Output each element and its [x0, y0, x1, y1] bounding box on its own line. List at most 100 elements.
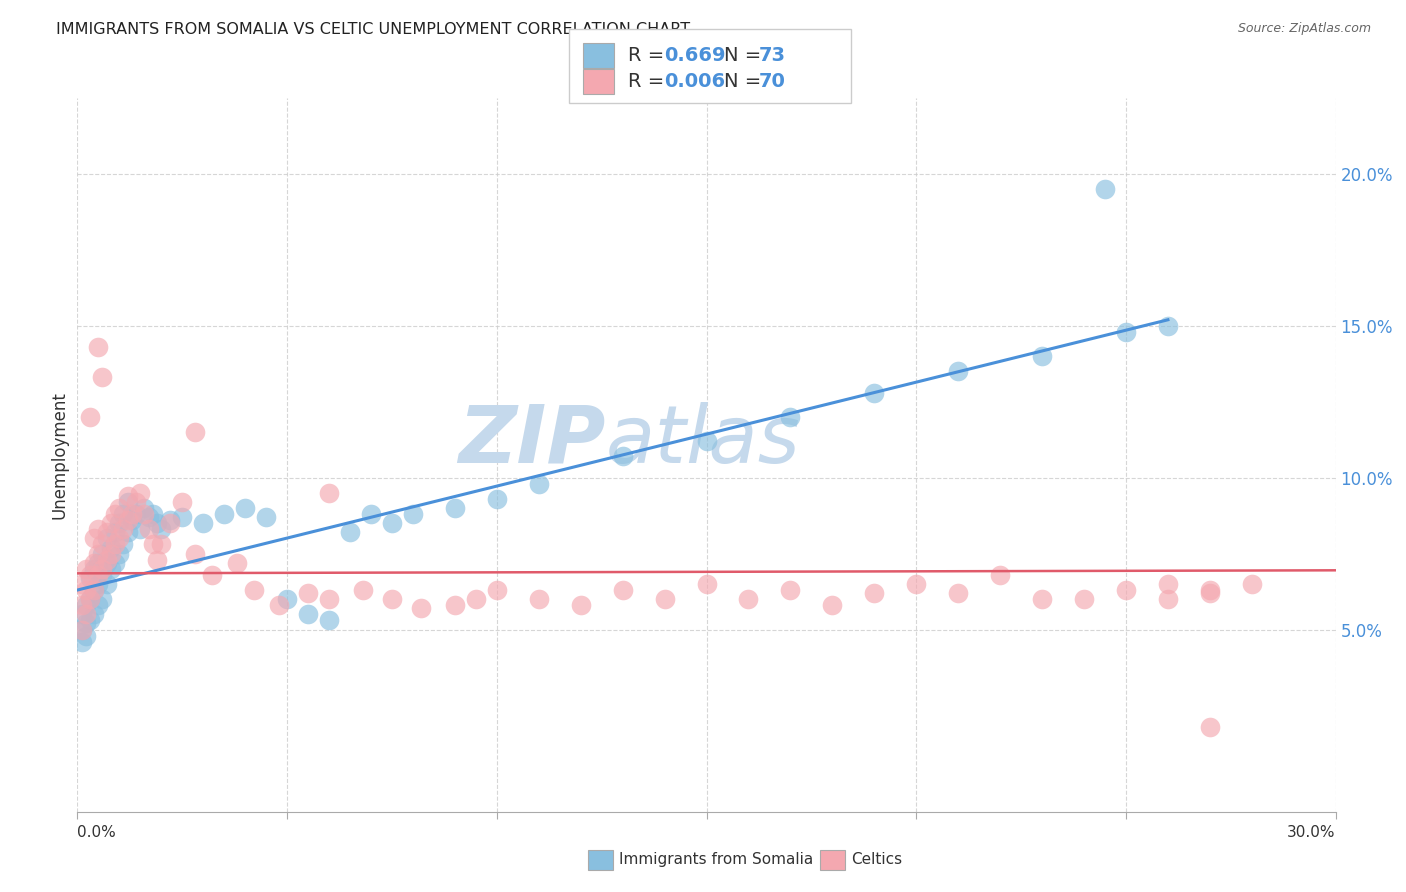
Point — [79, 614, 101, 628]
Point — [100, 541, 122, 555]
Point — [1115, 325, 1137, 339]
Point — [125, 495, 148, 509]
Point — [75, 616, 97, 631]
Point — [1240, 577, 1263, 591]
Point — [1031, 349, 1053, 363]
Point — [96, 525, 118, 540]
Point — [134, 501, 156, 516]
Text: 73: 73 — [759, 45, 786, 65]
Text: N =: N = — [724, 45, 768, 65]
Point — [150, 522, 173, 536]
Point — [83, 582, 105, 597]
Point — [96, 556, 118, 570]
Point — [100, 547, 122, 561]
Point — [83, 556, 105, 570]
Point — [297, 586, 319, 600]
Text: Source: ZipAtlas.com: Source: ZipAtlas.com — [1237, 22, 1371, 36]
Point — [91, 537, 114, 551]
Point — [87, 567, 110, 582]
Point — [104, 525, 127, 540]
Point — [297, 607, 319, 622]
Point — [75, 629, 97, 643]
Point — [485, 582, 508, 597]
Point — [79, 592, 101, 607]
Point — [159, 516, 181, 531]
Point — [83, 582, 105, 597]
Point — [91, 567, 114, 582]
Point — [779, 582, 801, 597]
Point — [1094, 182, 1116, 196]
Point — [200, 567, 222, 582]
Point — [184, 547, 207, 561]
Point — [527, 592, 550, 607]
Point — [83, 532, 105, 546]
Point — [138, 510, 160, 524]
Point — [948, 364, 970, 378]
Point — [112, 537, 135, 551]
Point — [233, 501, 256, 516]
Point — [612, 582, 634, 597]
Point — [96, 577, 118, 591]
Point — [79, 409, 101, 424]
Point — [112, 507, 135, 521]
Point — [83, 562, 105, 576]
Text: 0.669: 0.669 — [664, 45, 725, 65]
Text: 0.0%: 0.0% — [77, 825, 117, 840]
Point — [91, 370, 114, 384]
Point — [527, 476, 550, 491]
Point — [159, 513, 181, 527]
Text: Immigrants from Somalia: Immigrants from Somalia — [619, 853, 813, 867]
Point — [318, 486, 340, 500]
Point — [696, 434, 718, 449]
Point — [569, 599, 592, 613]
Point — [225, 556, 247, 570]
Point — [142, 537, 165, 551]
Point — [79, 567, 101, 582]
Point — [87, 577, 110, 591]
Point — [402, 507, 425, 521]
Point — [121, 507, 143, 521]
Point — [276, 592, 298, 607]
Point — [146, 552, 169, 566]
Point — [1115, 582, 1137, 597]
Point — [87, 340, 110, 354]
Point — [108, 501, 131, 516]
Point — [96, 552, 118, 566]
Point — [172, 510, 194, 524]
Point — [117, 489, 139, 503]
Point — [1199, 582, 1222, 597]
Text: IMMIGRANTS FROM SOMALIA VS CELTIC UNEMPLOYMENT CORRELATION CHART: IMMIGRANTS FROM SOMALIA VS CELTIC UNEMPL… — [56, 22, 690, 37]
Point — [70, 623, 93, 637]
Point — [100, 562, 122, 576]
Point — [1199, 586, 1222, 600]
Point — [70, 623, 93, 637]
Point — [863, 586, 886, 600]
Point — [654, 592, 676, 607]
Point — [129, 522, 152, 536]
Point — [75, 607, 97, 622]
Point — [108, 532, 131, 546]
Point — [125, 507, 148, 521]
Point — [104, 537, 127, 551]
Point — [184, 425, 207, 439]
Point — [91, 547, 114, 561]
Point — [108, 516, 131, 531]
Point — [444, 599, 467, 613]
Point — [87, 547, 110, 561]
Text: 30.0%: 30.0% — [1288, 825, 1336, 840]
Point — [87, 556, 110, 570]
Point — [146, 516, 169, 531]
Point — [1157, 592, 1180, 607]
Point — [104, 507, 127, 521]
Text: atlas: atlas — [606, 401, 800, 480]
Point — [142, 507, 165, 521]
Text: 70: 70 — [759, 71, 786, 91]
Text: Celtics: Celtics — [851, 853, 901, 867]
Point — [444, 501, 467, 516]
Point — [79, 571, 101, 585]
Text: R =: R = — [628, 71, 671, 91]
Point — [863, 385, 886, 400]
Point — [737, 592, 759, 607]
Point — [87, 522, 110, 536]
Point — [1073, 592, 1095, 607]
